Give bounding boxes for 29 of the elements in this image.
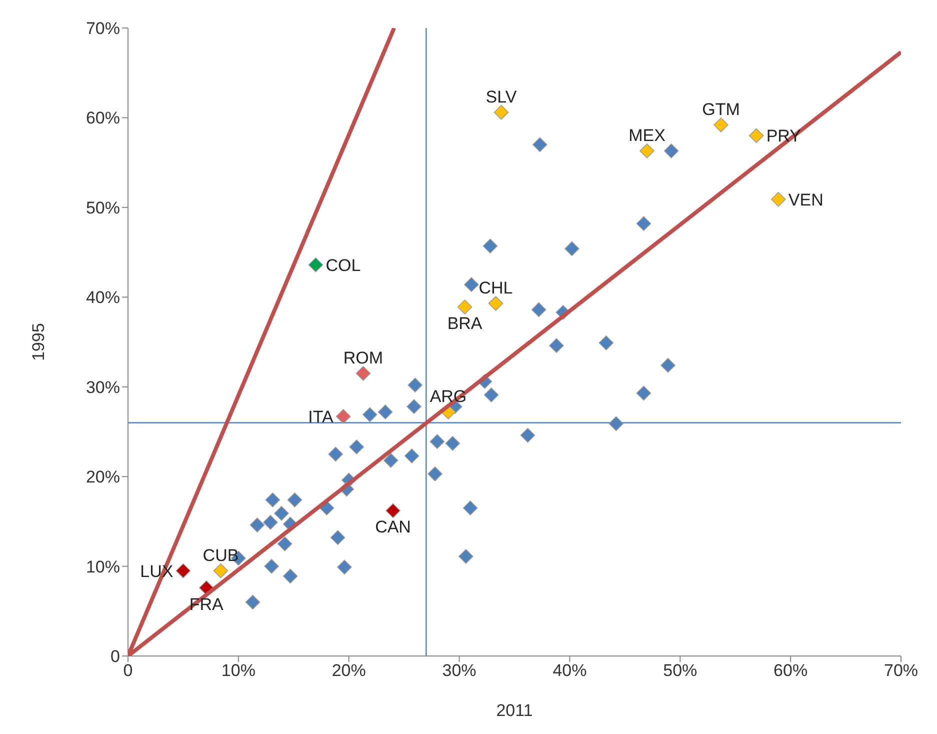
x-tick-label: 70% — [884, 661, 918, 680]
annotation: CUB — [202, 546, 239, 565]
annotation: BRA — [447, 314, 483, 334]
annotation: MEX — [628, 126, 666, 145]
y-tick-label: 50% — [86, 198, 120, 218]
annotation: SLV — [486, 87, 518, 106]
annotation: CAN — [375, 518, 411, 537]
x-tick-label: 30% — [442, 661, 476, 680]
annotation: ITA — [308, 408, 334, 426]
y-tick-label: 40% — [86, 288, 120, 308]
x-tick-label: 40% — [552, 661, 587, 680]
annotation: ROM — [343, 348, 384, 368]
y-tick-label: 70% — [86, 19, 120, 38]
x-tick-label: 60% — [774, 661, 808, 680]
y-tick-label: 20% — [86, 468, 120, 487]
x-tick-label: 0 — [123, 661, 133, 680]
annotation: CHL — [478, 278, 513, 298]
y-tick-label: 30% — [86, 378, 120, 397]
annotation: VEN — [788, 190, 824, 210]
y-tick-label: 10% — [86, 557, 120, 576]
y-tick-label: 0 — [110, 647, 120, 666]
y-tick-label: 60% — [86, 108, 120, 128]
annotation: COL — [326, 256, 361, 275]
x-tick-label: 50% — [663, 661, 698, 680]
x-tick-label: 10% — [221, 661, 256, 680]
x-axis-title: 2011 — [496, 701, 533, 720]
y-axis-title: 1995 — [29, 323, 48, 361]
x-tick-label: 20% — [332, 661, 366, 680]
annotation: GTM — [702, 100, 740, 119]
